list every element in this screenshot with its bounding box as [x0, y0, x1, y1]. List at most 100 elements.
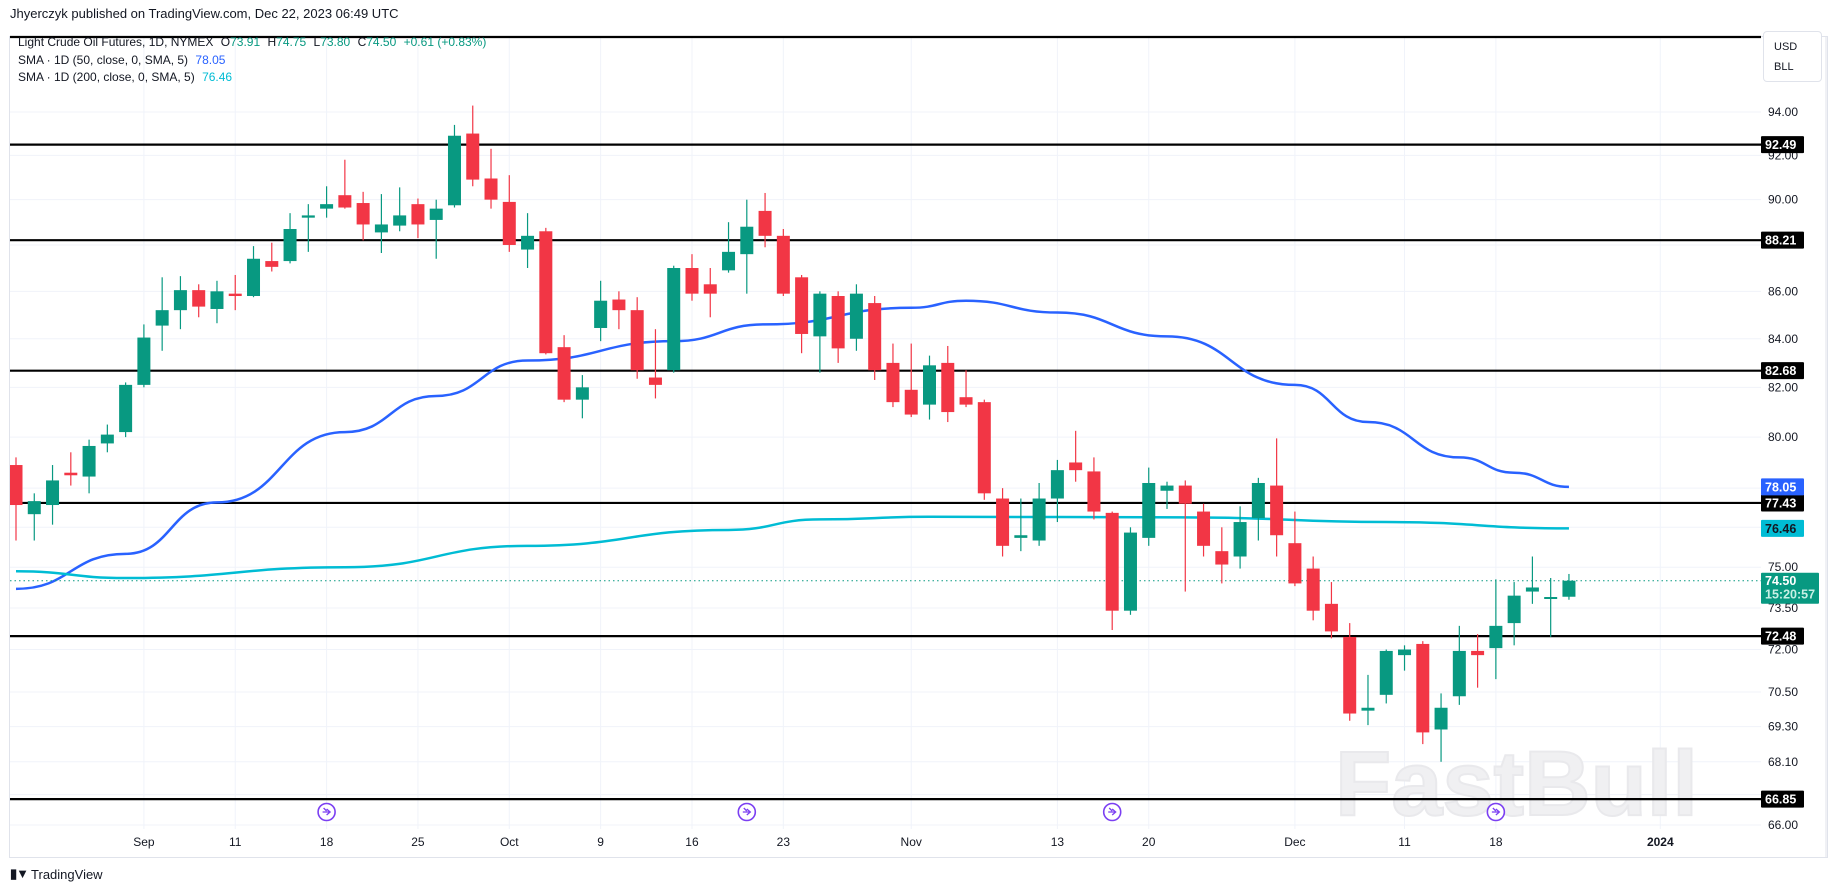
candle	[996, 488, 1010, 557]
candle	[228, 274, 242, 311]
candle-body	[904, 389, 918, 415]
time-tick-label: 18	[320, 835, 334, 849]
candle-body	[192, 290, 206, 307]
candle	[283, 213, 297, 264]
level-price-label: 82.68	[1761, 362, 1804, 380]
candle	[1032, 482, 1046, 546]
candle-body	[1160, 485, 1174, 491]
time-axis[interactable]: Sep 11 18 25 Oct 9 16 23 Nov 13 20 Dec 11 18 2024	[133, 835, 1674, 849]
candle	[740, 199, 754, 294]
event-markers[interactable]	[317, 802, 1506, 822]
candle	[594, 280, 608, 342]
candle	[411, 198, 425, 239]
candle-body	[1398, 649, 1412, 656]
candle	[1014, 498, 1028, 552]
price-tick-label: 68.10	[1768, 755, 1798, 769]
time-tick-label: 16	[685, 835, 699, 849]
candle-body	[1343, 636, 1357, 714]
sma50-value: 78.05	[195, 52, 226, 67]
candle-body	[1525, 587, 1539, 592]
candle	[776, 228, 790, 297]
candle-body	[1014, 535, 1028, 538]
close-value: 74.50	[366, 35, 397, 49]
candle	[1050, 459, 1064, 523]
currency-label[interactable]: USD	[1774, 41, 1798, 53]
candle-body	[1324, 603, 1338, 632]
event-arrow-circle-icon[interactable]	[1102, 802, 1122, 822]
candle-body	[1123, 532, 1137, 611]
level-price-label: 72.48	[1761, 627, 1804, 645]
candle-body	[283, 228, 297, 262]
unit-label[interactable]: BLL	[1774, 61, 1794, 73]
candles	[10, 105, 1576, 762]
candle-body	[137, 337, 151, 385]
candle-body	[393, 215, 407, 226]
candle-body	[1105, 512, 1119, 611]
event-arrow-circle-icon[interactable]	[737, 802, 757, 822]
candle	[1507, 582, 1521, 646]
level-price-label-text: 77.43	[1765, 496, 1796, 510]
legend-sma200-row[interactable]: SMA · 1D (200, close, 0, SMA, 5) 76.46	[18, 69, 490, 87]
candle	[46, 465, 60, 525]
candle-body	[27, 501, 41, 515]
candle-body	[667, 268, 681, 371]
candle-body	[1215, 551, 1229, 565]
candle	[1324, 582, 1338, 639]
candle	[1306, 556, 1320, 621]
candle-body	[521, 235, 535, 250]
candle	[886, 343, 900, 408]
candle	[1270, 438, 1284, 557]
publish-info: Jhyerczyk published on TradingView.com, …	[10, 6, 399, 21]
candle-body	[977, 402, 991, 494]
candle-body	[1507, 595, 1521, 624]
footer-brand[interactable]: ▮▼ TradingView	[10, 866, 103, 882]
candle-body	[1306, 568, 1320, 611]
candle	[320, 186, 334, 218]
candle-body	[776, 235, 790, 294]
open-value: 73.91	[230, 35, 261, 49]
sma50-price-label-text: 78.05	[1765, 480, 1796, 494]
candle	[1379, 649, 1393, 704]
candle-body	[1233, 522, 1247, 557]
candle	[557, 335, 571, 403]
currency-unit-selector[interactable]: USD BLL	[1763, 31, 1822, 82]
candle-body	[703, 284, 717, 294]
last-price-label-text: 74.50	[1765, 574, 1796, 588]
candle	[1197, 503, 1211, 557]
price-tick-label: 75.00	[1768, 560, 1798, 574]
event-arrow-circle-icon[interactable]	[1486, 802, 1506, 822]
candle	[648, 329, 662, 399]
sma200-label: SMA · 1D (200, close, 0, SMA, 5)	[18, 70, 195, 84]
candle	[1142, 467, 1156, 546]
candle-body	[64, 472, 78, 476]
candle	[466, 105, 480, 187]
candle-body	[1087, 471, 1101, 512]
candle-body	[849, 293, 863, 339]
candle-body	[959, 397, 973, 405]
tradingview-logo-icon: ▮▼	[10, 866, 29, 881]
sma50-label: SMA · 1D (50, close, 0, SMA, 5)	[18, 52, 189, 67]
candle-body	[685, 268, 699, 294]
price-axis[interactable]: 94.0092.0090.0086.0084.0082.0080.0075.00…	[1761, 36, 1827, 858]
candle	[484, 148, 498, 209]
event-arrow-circle-icon[interactable]	[317, 802, 336, 822]
candle-body	[612, 299, 626, 311]
time-tick-label: 25	[411, 835, 425, 849]
legend-sma50-row[interactable]: SMA · 1D (50, close, 0, SMA, 5) 78.05	[18, 52, 490, 70]
candle	[685, 254, 699, 301]
candle	[1105, 511, 1119, 631]
candle-body	[411, 204, 425, 225]
candle	[1233, 506, 1247, 569]
horizontal-levels[interactable]	[10, 35, 1761, 801]
sma200-price-label-text: 76.46	[1765, 522, 1796, 536]
candle-body	[1434, 707, 1448, 730]
candle	[265, 242, 279, 272]
candle	[703, 268, 717, 318]
candle	[849, 284, 863, 351]
grid	[10, 37, 1761, 829]
candle	[155, 277, 169, 351]
candle	[813, 291, 827, 373]
candle	[1434, 693, 1448, 762]
